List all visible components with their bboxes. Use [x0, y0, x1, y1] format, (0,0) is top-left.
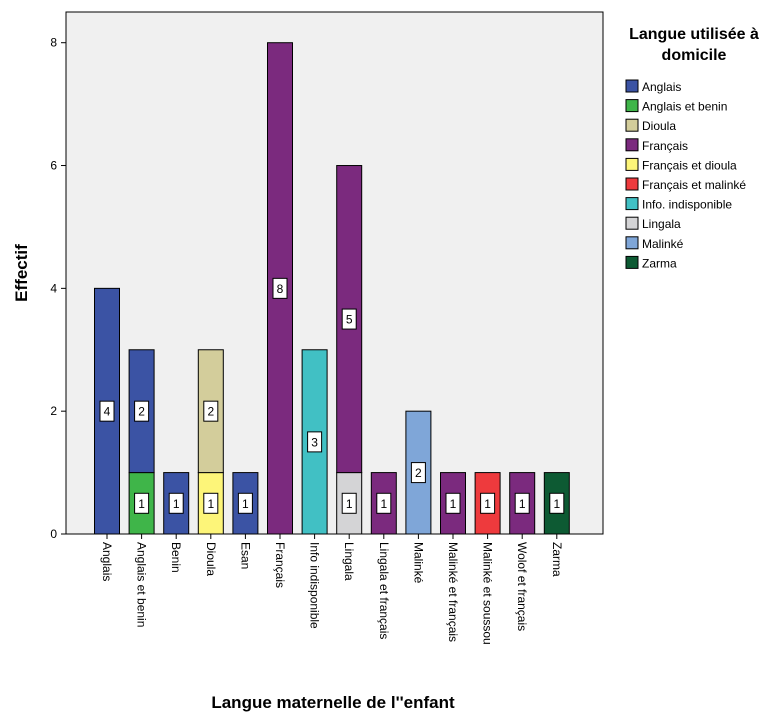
data-label-box [514, 492, 530, 514]
legend-swatch [625, 236, 639, 250]
data-label: 1 [207, 497, 214, 511]
x-category-label: Esan [238, 542, 252, 569]
data-label-box [134, 400, 150, 422]
x-category-label: Français [273, 542, 287, 588]
data-label-box [237, 492, 253, 514]
data-label: 4 [104, 405, 111, 419]
legend-swatch [625, 157, 639, 171]
y-tick-label: 6 [50, 159, 57, 173]
data-label-box [134, 492, 150, 514]
legend-entry-label: Français et dioula [642, 158, 737, 172]
data-label-box [307, 431, 323, 453]
legend-entry-label: Français [642, 139, 688, 153]
legend-entry-label: Français et malinké [642, 178, 746, 192]
data-label: 1 [346, 497, 353, 511]
legend-swatch [625, 216, 639, 230]
x-category-label: Info indisponible [308, 542, 322, 629]
legend-entry-label: Anglais [642, 80, 681, 94]
x-category-label: Malinké et soussou [481, 542, 495, 645]
legend-swatch [625, 255, 639, 269]
x-category-label: Anglais [100, 542, 114, 581]
data-label: 5 [346, 313, 353, 327]
x-category-label: Dioula [204, 542, 218, 576]
x-category-label: Lingala [342, 542, 356, 581]
legend-title-line-1: Langue utilisée à [629, 26, 759, 43]
legend-entry-label: Malinké [642, 237, 684, 251]
data-label-box [480, 492, 496, 514]
bar-segment [405, 410, 432, 535]
x-category-label: Benin [169, 542, 183, 573]
data-label-box [410, 462, 426, 484]
data-label: 2 [207, 405, 214, 419]
plot-area [65, 11, 604, 535]
x-category-label: Zarma [550, 542, 564, 577]
y-tick-label: 4 [50, 281, 57, 295]
x-axis-title: Langue maternelle de l''enfant [211, 693, 455, 712]
legend-swatch [625, 79, 639, 93]
axes: 0 2 4 6 8 Anglais Anglais et benin Benin Dioula E… [50, 36, 563, 645]
data-label: 1 [173, 497, 180, 511]
data-label-box [203, 492, 219, 514]
data-labels: 4 1 2 1 1 2 1 8 3 1 5 1 2 1 1 1 1 [99, 277, 565, 514]
data-label-box [99, 400, 115, 422]
data-label: 1 [553, 497, 560, 511]
legend-entry-label: Lingala [642, 217, 681, 231]
data-label: 1 [519, 497, 526, 511]
data-label: 3 [311, 435, 318, 449]
data-label-box [203, 400, 219, 422]
data-label: 1 [380, 497, 387, 511]
legend-entry-label: Anglais et benin [642, 100, 727, 114]
x-category-label: Anglais et benin [135, 542, 149, 627]
data-label-box [272, 277, 288, 299]
legend-swatch [625, 177, 639, 191]
data-label-box [168, 492, 184, 514]
legend-swatch [625, 99, 639, 113]
plot-background [65, 11, 604, 535]
legend-entry-label: Zarma [642, 256, 677, 270]
data-label: 1 [138, 497, 145, 511]
legend-swatch [625, 118, 639, 132]
data-label: 2 [415, 466, 422, 480]
data-label-box [445, 492, 461, 514]
data-label: 1 [242, 497, 249, 511]
data-label-box [376, 492, 392, 514]
data-label-box [341, 492, 357, 514]
x-category-label: Wolof et français [515, 542, 529, 631]
data-label: 8 [277, 282, 284, 296]
y-axis-title: Effectif [12, 244, 31, 302]
bar-segment [232, 472, 259, 535]
x-category-label: Malinké et français [446, 542, 460, 642]
data-label: 2 [138, 405, 145, 419]
x-category-label: Malinké [411, 542, 425, 584]
legend-title-line-2: domicile [662, 47, 727, 64]
legend-entry-label: Info. indisponible [642, 198, 732, 212]
x-category-label: Lingala et français [377, 542, 391, 639]
y-tick-label: 2 [50, 404, 57, 418]
data-label: 1 [484, 497, 491, 511]
data-label: 1 [450, 497, 457, 511]
data-label-box [341, 308, 357, 330]
legend: Langue utilisée à domicile Anglais Anglai… [625, 26, 759, 270]
y-tick-label: 0 [50, 527, 57, 541]
legend-entry-label: Dioula [642, 119, 676, 133]
y-tick-label: 8 [50, 36, 57, 50]
data-label-box [549, 492, 565, 514]
legend-swatch [625, 197, 639, 211]
legend-swatch [625, 138, 639, 152]
